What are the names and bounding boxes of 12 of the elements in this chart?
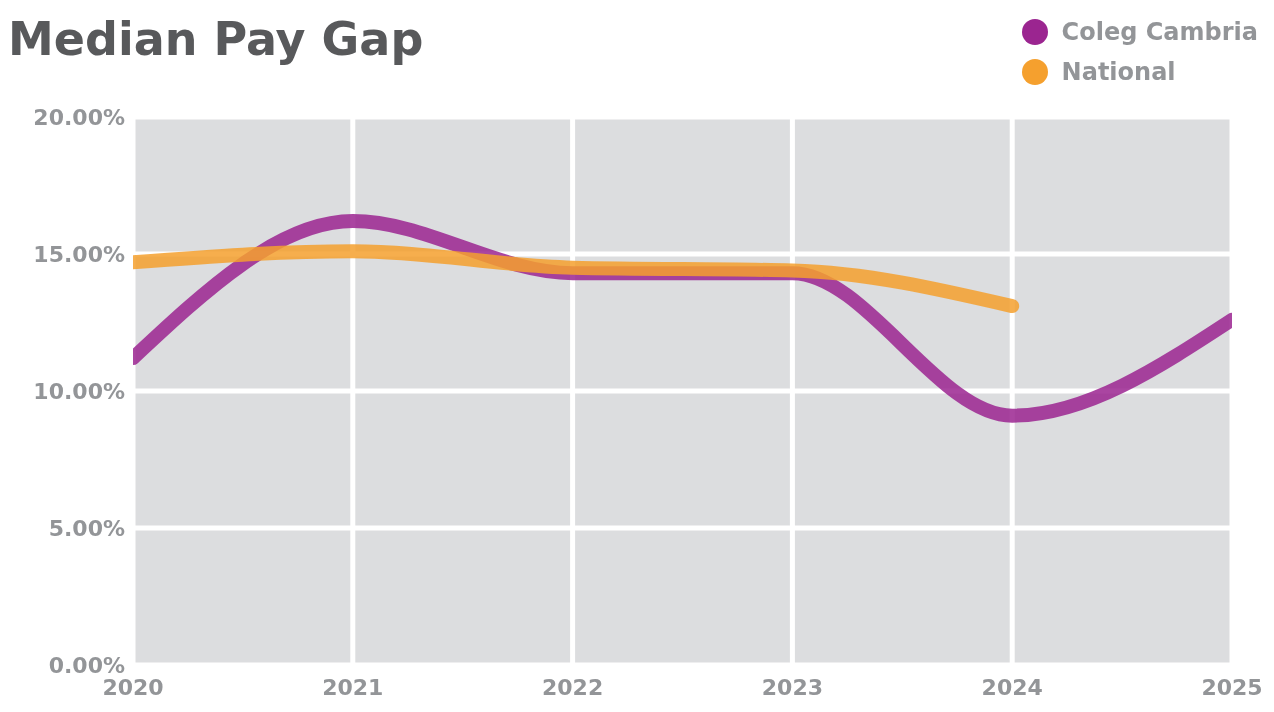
legend-label: Coleg Cambria: [1061, 18, 1258, 46]
y-tick-label: 5.00%: [48, 515, 125, 541]
x-tick-label: 2023: [761, 674, 824, 700]
y-tick-label: 15.00%: [33, 241, 125, 267]
chart-title: Median Pay Gap: [8, 12, 424, 66]
legend-label: National: [1061, 58, 1176, 86]
x-tick-label: 2021: [322, 674, 384, 700]
y-tick-label: 10.00%: [33, 378, 125, 404]
x-tick-label: 2024: [981, 674, 1043, 700]
y-tick-label: 20.00%: [33, 104, 125, 130]
x-tick-label: 2025: [1201, 674, 1263, 700]
x-tick-label: 2022: [541, 674, 604, 700]
